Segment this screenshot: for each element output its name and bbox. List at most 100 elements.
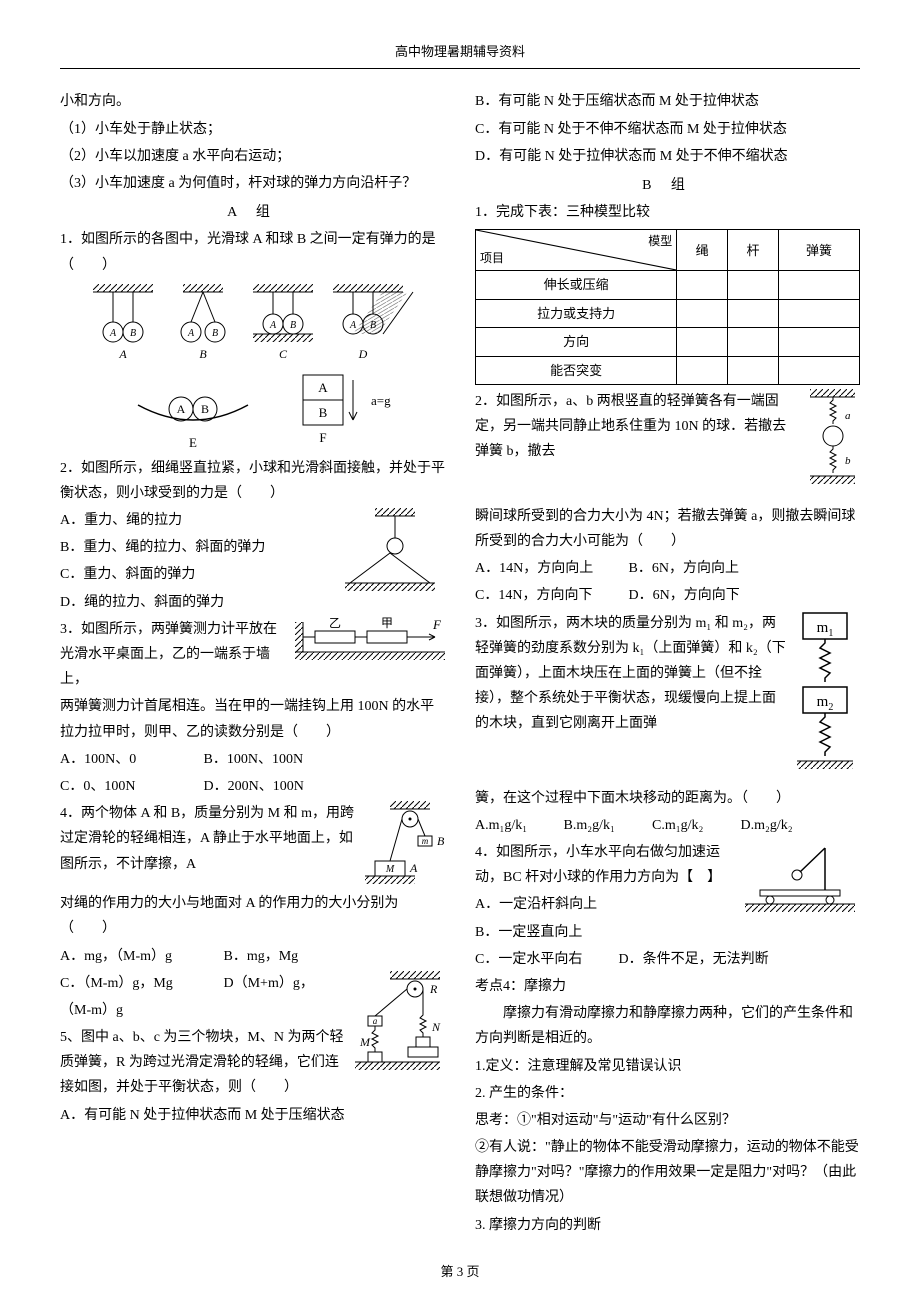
option: B．mg，Mg	[224, 949, 299, 964]
option: C．一定水平向右	[475, 947, 615, 972]
svg-text:m: m	[422, 836, 429, 846]
svg-text:N: N	[431, 1020, 441, 1034]
option: C.m₁g/k₂	[652, 813, 737, 838]
page-footer: 第 3 页	[60, 1260, 860, 1283]
question-1: 1．如图所示的各图中，光滑球 A 和球 B 之间一定有弹力的是（ ）	[60, 227, 445, 277]
svg-text:M: M	[385, 864, 395, 875]
option: C．14N，方向向下	[475, 583, 625, 608]
option: B．6N，方向向上	[629, 561, 739, 576]
option: C．0、100N	[60, 774, 200, 799]
option-row: A．100N、0 B．100N、100N	[60, 747, 445, 772]
option: A.m₁g/k₁	[475, 813, 560, 838]
table-header: 弹簧	[779, 230, 860, 271]
svg-text:B: B	[437, 834, 445, 848]
question-b2: 2．如图所示，a、b 两根竖直的轻弹簧各有一端固定，另一端共同静止地系住重为 1…	[475, 389, 860, 465]
svg-text:A: A	[268, 320, 276, 331]
text: 小和方向。	[60, 89, 445, 114]
text: 3. 摩擦力方向的判断	[475, 1213, 860, 1238]
svg-text:a=g: a=g	[371, 393, 391, 408]
option: D．条件不足，无法判断	[619, 952, 769, 967]
svg-text:b: b	[845, 455, 851, 467]
svg-text:A: A	[118, 347, 127, 361]
svg-text:B: B	[289, 320, 295, 331]
option: B.m₂g/k₁	[564, 813, 649, 838]
question-2: 2．如图所示，细绳竖直拉紧，小球和光滑斜面接触，并处于平衡状态，则小球受到的力是…	[60, 456, 445, 506]
option-row: A．14N，方向向上 B．6N，方向向上	[475, 556, 860, 581]
svg-text:乙: 乙	[329, 617, 341, 630]
text: 瞬间球所受到的合力大小为 4N；若撤去弹簧 a，则撤去瞬间球所受到的合力大小可能…	[475, 504, 860, 554]
text: ②有人说："静止的物体不能受滑动摩擦力，运动的物体不能受静摩擦力"对吗？"摩擦力…	[475, 1135, 860, 1211]
option: A．14N，方向向上	[475, 556, 625, 581]
option: D．有可能 N 处于拉伸状态而 M 处于不伸不缩状态	[475, 144, 860, 169]
option-row: A．mg，（M-m）g B．mg，Mg	[60, 944, 445, 969]
question-b1: 1．完成下表：三种模型比较	[475, 200, 860, 225]
svg-text:m1: m1	[817, 620, 834, 639]
svg-text:B: B	[211, 328, 217, 339]
option-row: C．0、100N D．200N、100N	[60, 774, 445, 799]
table-row-label: 拉力或支持力	[476, 299, 677, 327]
table-row-label: 伸长或压缩	[476, 271, 677, 299]
text: 1.定义：注意理解及常见错误认识	[475, 1054, 860, 1079]
option-row: A.m₁g/k₁ B.m₂g/k₁ C.m₁g/k₂ D.m₂g/k₂	[475, 813, 860, 838]
b4-diagram	[740, 840, 860, 915]
svg-text:A: A	[186, 328, 194, 339]
two-column-layout: 小和方向。 （1）小车处于静止状态； （2）小车以加速度 a 水平向右运动； （…	[60, 89, 860, 1239]
svg-text:A: A	[348, 320, 356, 331]
text: 两弹簧测力计首尾相连。当在甲的一端挂钩上用 100N 的水平拉力拉甲时，则甲、乙…	[60, 694, 445, 744]
table-header: 绳	[677, 230, 728, 271]
text: 簧，在这个过程中下面木块移动的距离为。（ ）	[475, 786, 860, 811]
svg-text:B: B	[318, 405, 327, 420]
option: A．100N、0	[60, 747, 200, 772]
svg-text:A: A	[409, 861, 418, 875]
svg-text:M: M	[359, 1035, 371, 1049]
option: B．有可能 N 处于压缩状态而 M 处于拉伸状态	[475, 89, 860, 114]
svg-text:m2: m2	[817, 694, 834, 713]
svg-text:A: A	[108, 328, 116, 339]
right-column: B．有可能 N 处于压缩状态而 M 处于拉伸状态 C．有可能 N 处于不伸不缩状…	[475, 89, 860, 1239]
table-header: 杆	[728, 230, 779, 271]
left-column: 小和方向。 （1）小车处于静止状态； （2）小车以加速度 a 水平向右运动； （…	[60, 89, 445, 1239]
table-row-label: 能否突变	[476, 356, 677, 384]
q2-diagram	[335, 508, 445, 598]
section-b-title: B 组	[475, 173, 860, 198]
text: 思考：①"相对运动"与"运动"有什么区别？	[475, 1108, 860, 1133]
svg-text:D: D	[357, 347, 367, 361]
option: D．200N、100N	[204, 779, 304, 794]
q1-diagram-ef: A B E A B a=g F	[113, 370, 393, 450]
option: D（M+m）g，	[224, 976, 314, 991]
svg-text:R: R	[429, 982, 438, 996]
q1-diagram-abcd: A B A A B B	[83, 284, 423, 364]
topic-heading: 考点4：摩擦力	[475, 974, 860, 999]
option-row: C．14N，方向向下 D．6N，方向向下	[475, 583, 860, 608]
text: 摩擦力有滑动摩擦力和静摩擦力两种，它们的产生条件和方向判断是相近的。	[475, 1001, 860, 1051]
option: B．100N、100N	[204, 752, 304, 767]
b2-diagram: a b	[805, 389, 860, 504]
text: （3）小车加速度 a 为何值时，杆对球的弹力方向沿杆子？	[60, 171, 445, 196]
svg-text:a: a	[373, 1016, 378, 1026]
q4-diagram: m B M A	[360, 801, 445, 891]
svg-text:E: E	[189, 435, 197, 450]
option: D.m₂g/k₂	[741, 818, 793, 833]
option: B．一定竖直向上	[475, 920, 860, 945]
q5-diagram: R a M N	[350, 971, 445, 1081]
table-diag-header: 模型 项目	[476, 230, 677, 271]
svg-text:A: A	[318, 380, 328, 395]
svg-text:B: B	[129, 328, 135, 339]
option: C．（M-m）g，Mg	[60, 971, 220, 996]
option: C．有可能 N 处于不伸不缩状态而 M 处于拉伸状态	[475, 117, 860, 142]
text: 对绳的作用力的大小与地面对 A 的作用力的大小分别为（ ）	[60, 891, 445, 941]
option: D．6N，方向向下	[629, 588, 740, 603]
svg-text:F: F	[319, 430, 326, 445]
option: A．mg，（M-m）g	[60, 944, 220, 969]
section-a-title: A 组	[60, 200, 445, 225]
svg-text:C: C	[278, 347, 287, 361]
svg-text:甲: 甲	[381, 617, 393, 630]
svg-text:B: B	[200, 402, 208, 416]
diag-top: 模型	[648, 231, 672, 253]
model-comparison-table: 模型 项目 绳 杆 弹簧 伸长或压缩 拉力或支持力 方向 能否突变	[475, 229, 860, 385]
svg-text:A: A	[176, 402, 185, 416]
text: （1）小车处于静止状态；	[60, 117, 445, 142]
table-row-label: 方向	[476, 328, 677, 356]
svg-text:a: a	[845, 410, 851, 422]
text: 2. 产生的条件：	[475, 1081, 860, 1106]
